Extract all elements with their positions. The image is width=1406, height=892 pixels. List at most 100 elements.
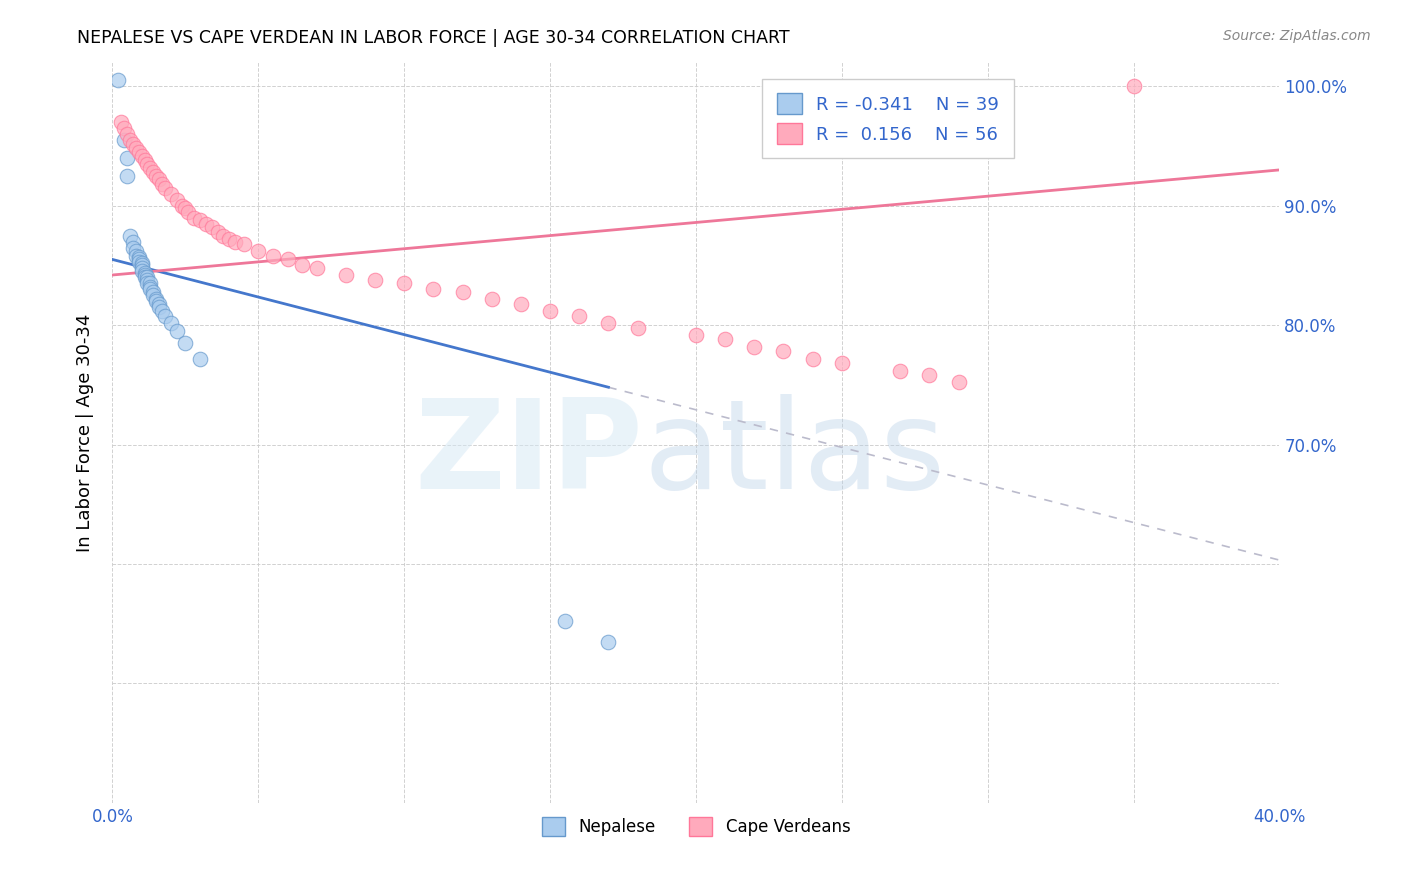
Point bbox=[118, 133, 141, 147]
Point bbox=[218, 232, 240, 246]
Point bbox=[148, 172, 170, 186]
Point bbox=[394, 277, 416, 291]
Point bbox=[262, 249, 284, 263]
Point bbox=[145, 294, 167, 309]
Point bbox=[166, 324, 188, 338]
Point bbox=[131, 264, 153, 278]
Point bbox=[153, 181, 176, 195]
Point bbox=[305, 260, 328, 275]
Point bbox=[112, 133, 135, 147]
Point bbox=[139, 280, 162, 294]
Point bbox=[627, 320, 650, 334]
Point bbox=[801, 351, 824, 366]
Point bbox=[174, 201, 197, 215]
Point bbox=[1122, 79, 1144, 94]
Point bbox=[125, 249, 148, 263]
Point bbox=[136, 157, 159, 171]
Point bbox=[107, 73, 129, 87]
Point bbox=[148, 296, 170, 310]
Point bbox=[166, 193, 188, 207]
Point bbox=[685, 327, 707, 342]
Point bbox=[110, 115, 132, 129]
Point bbox=[142, 288, 165, 302]
Point bbox=[889, 363, 911, 377]
Point bbox=[136, 273, 159, 287]
Point bbox=[742, 340, 765, 354]
Point bbox=[948, 376, 970, 390]
Point bbox=[183, 211, 205, 225]
Text: Source: ZipAtlas.com: Source: ZipAtlas.com bbox=[1223, 29, 1371, 43]
Point bbox=[139, 277, 162, 291]
Point bbox=[128, 255, 150, 269]
Point bbox=[128, 250, 150, 264]
Point bbox=[172, 199, 194, 213]
Text: atlas: atlas bbox=[644, 394, 946, 516]
Point bbox=[134, 270, 156, 285]
Point bbox=[131, 148, 153, 162]
Text: ZIP: ZIP bbox=[415, 394, 644, 516]
Point bbox=[554, 615, 576, 629]
Point bbox=[145, 292, 167, 306]
Point bbox=[714, 333, 737, 347]
Point bbox=[153, 309, 176, 323]
Point bbox=[122, 136, 145, 151]
Point bbox=[201, 220, 224, 235]
Point bbox=[160, 186, 183, 201]
Legend: Nepalese, Cape Verdeans: Nepalese, Cape Verdeans bbox=[534, 810, 858, 843]
Point bbox=[194, 217, 217, 231]
Point bbox=[131, 260, 153, 275]
Point bbox=[134, 266, 156, 280]
Point bbox=[150, 303, 173, 318]
Point bbox=[247, 244, 270, 259]
Point bbox=[139, 161, 162, 175]
Point bbox=[115, 151, 138, 165]
Point bbox=[174, 336, 197, 351]
Y-axis label: In Labor Force | Age 30-34: In Labor Force | Age 30-34 bbox=[76, 313, 94, 552]
Point bbox=[232, 236, 254, 251]
Point bbox=[122, 235, 145, 249]
Point bbox=[131, 256, 153, 270]
Point bbox=[125, 244, 148, 259]
Point bbox=[918, 368, 941, 383]
Point bbox=[224, 235, 246, 249]
Point bbox=[188, 351, 211, 366]
Point bbox=[177, 204, 200, 219]
Point bbox=[148, 300, 170, 314]
Point bbox=[128, 145, 150, 159]
Point bbox=[145, 169, 167, 183]
Point bbox=[150, 178, 173, 192]
Point bbox=[125, 141, 148, 155]
Point bbox=[276, 252, 298, 267]
Point bbox=[335, 268, 357, 282]
Point bbox=[115, 169, 138, 183]
Point bbox=[598, 316, 620, 330]
Point bbox=[188, 213, 211, 227]
Point bbox=[142, 165, 165, 179]
Point bbox=[118, 228, 141, 243]
Point bbox=[481, 292, 503, 306]
Text: NEPALESE VS CAPE VERDEAN IN LABOR FORCE | AGE 30-34 CORRELATION CHART: NEPALESE VS CAPE VERDEAN IN LABOR FORCE … bbox=[77, 29, 790, 46]
Point bbox=[831, 356, 853, 370]
Point bbox=[115, 127, 138, 141]
Point bbox=[598, 634, 620, 648]
Point bbox=[136, 270, 159, 285]
Point bbox=[139, 282, 162, 296]
Point bbox=[422, 282, 444, 296]
Point bbox=[134, 153, 156, 168]
Point bbox=[136, 277, 159, 291]
Point bbox=[772, 344, 794, 359]
Point bbox=[134, 268, 156, 282]
Point bbox=[364, 273, 387, 287]
Point bbox=[131, 259, 153, 273]
Point bbox=[451, 285, 474, 299]
Point bbox=[212, 228, 235, 243]
Point bbox=[509, 296, 531, 310]
Point bbox=[142, 285, 165, 299]
Point bbox=[568, 309, 591, 323]
Point bbox=[128, 252, 150, 267]
Point bbox=[112, 121, 135, 136]
Point bbox=[291, 259, 314, 273]
Point bbox=[207, 225, 229, 239]
Point bbox=[538, 303, 561, 318]
Point bbox=[122, 240, 145, 254]
